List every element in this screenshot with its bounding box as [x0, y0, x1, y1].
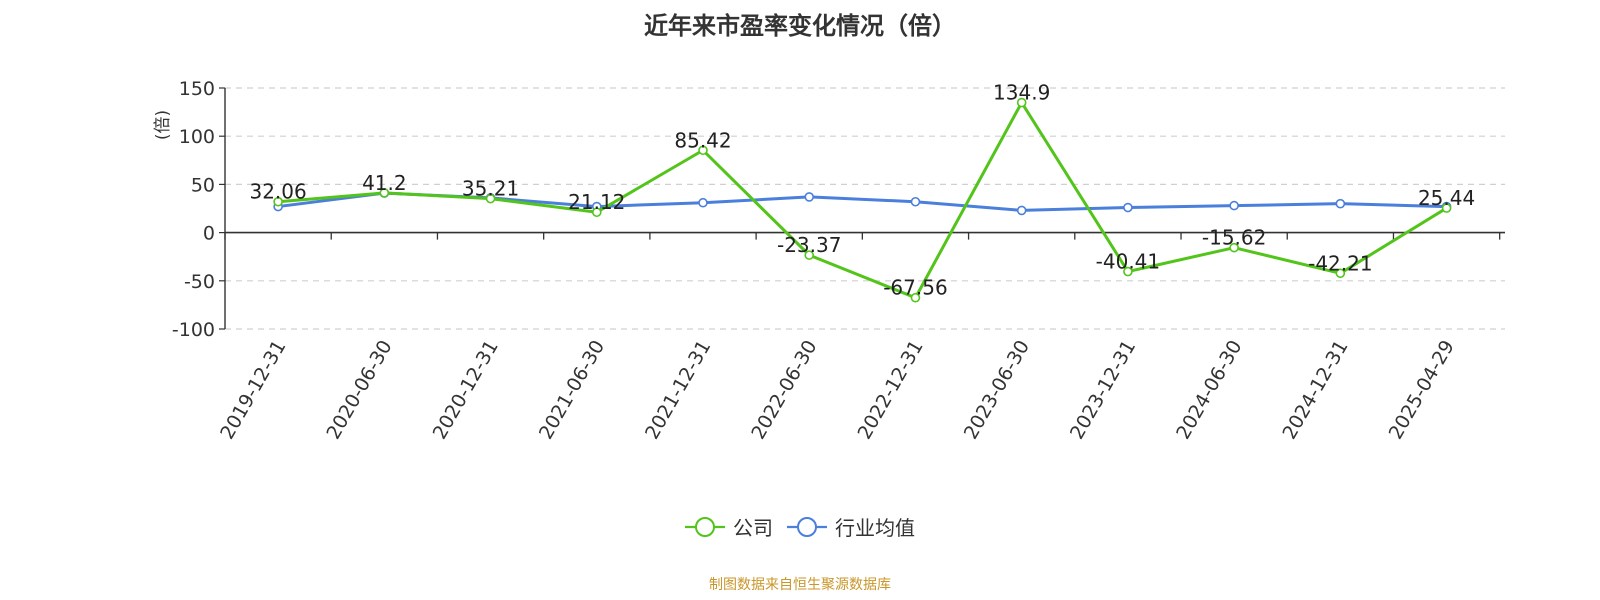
y-tick-label: -100 — [172, 319, 215, 341]
y-tick-label: 150 — [179, 78, 215, 100]
legend-item-company[interactable]: 公司 — [685, 512, 773, 541]
line-chart: -100 -50 0 50 100 150 2019-12-31 2020-06-30 2020… — [153, 78, 1505, 443]
axes: -100 -50 0 50 100 150 2019-12-31 2020-06-30 2020… — [172, 78, 1505, 443]
data-point[interactable] — [698, 145, 708, 156]
x-tick-label: 2020-06-30 — [322, 337, 396, 444]
legend-label-industry-average: 行业均值 — [835, 516, 915, 540]
x-tick-label: 2022-06-30 — [747, 337, 821, 444]
data-point[interactable] — [1123, 266, 1133, 277]
data-label: 41.2 — [362, 171, 407, 195]
source-note: 制图数据来自恒生聚源数据库 — [709, 577, 891, 593]
y-tick-label: 100 — [179, 126, 215, 148]
data-label: 85.42 — [674, 128, 731, 152]
data-point[interactable] — [1123, 202, 1133, 213]
x-tick-label: 2021-06-30 — [535, 337, 609, 444]
data-label: 25.44 — [1418, 186, 1475, 210]
data-point[interactable] — [910, 196, 921, 207]
data-point[interactable] — [1016, 97, 1027, 108]
data-point[interactable] — [591, 207, 602, 218]
y-tick-label: -50 — [184, 271, 215, 293]
data-label: 35.21 — [462, 177, 519, 201]
data-point[interactable] — [1441, 203, 1452, 213]
data-point[interactable] — [485, 193, 496, 204]
data-point[interactable] — [910, 292, 921, 303]
data-point[interactable] — [1016, 205, 1027, 216]
data-point[interactable] — [1335, 268, 1346, 279]
legend-line-circle-icon — [685, 516, 725, 537]
legend-label-company: 公司 — [733, 516, 773, 540]
x-tick-label: 2024-12-31 — [1278, 337, 1352, 444]
x-tick-label: 2025-04-29 — [1385, 337, 1459, 444]
y-tick-label: 50 — [191, 174, 215, 196]
data-labels: 32.06 41.2 35.21 21.12 85.42 -23.37 -67.56 134.… — [249, 81, 1475, 300]
data-point[interactable] — [1335, 198, 1346, 209]
data-label: -40.41 — [1096, 250, 1160, 274]
data-label: -42.21 — [1308, 251, 1372, 275]
data-label: 134.9 — [993, 81, 1050, 105]
data-label: -23.37 — [777, 233, 841, 257]
x-tick-label: 2022-12-31 — [854, 337, 928, 444]
data-label: 21.12 — [568, 190, 625, 214]
legend: 公司 行业均值 — [0, 512, 1600, 541]
y-tick-label: 0 — [203, 223, 215, 245]
data-point[interactable] — [804, 250, 815, 260]
legend-item-industry-average[interactable]: 行业均值 — [787, 512, 915, 541]
data-point[interactable] — [698, 197, 708, 208]
data-label: -15.62 — [1202, 226, 1266, 250]
legend-line-circle-icon — [787, 516, 827, 537]
x-tick-label: 2023-12-31 — [1066, 337, 1140, 444]
x-tick-label: 2021-12-31 — [641, 337, 715, 444]
x-tick-label: 2019-12-31 — [216, 337, 290, 444]
x-tick-label: 2023-06-30 — [960, 337, 1034, 444]
y-axis-label: (倍) — [153, 110, 173, 140]
grid-lines — [225, 87, 1505, 330]
x-tick-label: 2024-06-30 — [1172, 337, 1246, 444]
data-point[interactable] — [1229, 242, 1239, 253]
series-lines — [273, 97, 1452, 303]
x-tick-label: 2020-12-31 — [429, 337, 503, 444]
data-point[interactable] — [273, 196, 283, 207]
data-label: -67.56 — [883, 276, 947, 300]
data-point[interactable] — [804, 192, 815, 202]
data-point[interactable] — [379, 188, 390, 198]
series-line-0 — [277, 101, 1448, 300]
data-point[interactable] — [1229, 200, 1239, 211]
data-label: 32.06 — [249, 180, 306, 204]
chart-title: 近年来市盈率变化情况（倍） — [644, 12, 956, 40]
